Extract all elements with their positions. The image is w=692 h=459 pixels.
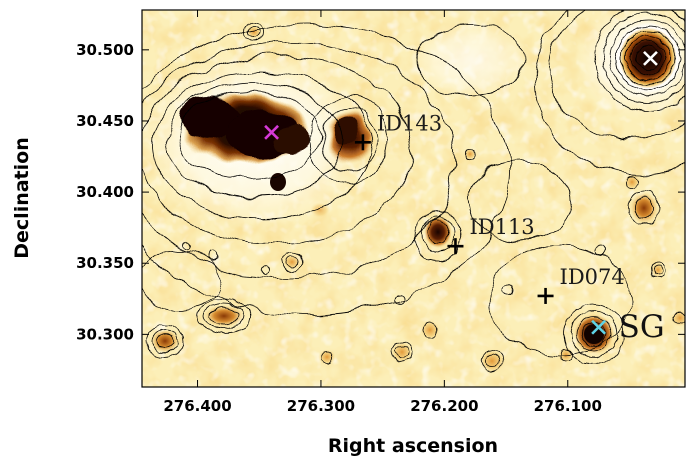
y-tick-2: 30.400	[76, 183, 685, 201]
source-label-id113: ID113	[469, 215, 534, 239]
x-tick-label: 276.300	[287, 397, 355, 415]
y-tick-3: 30.350	[76, 254, 685, 272]
x-tick-label: 276.200	[410, 397, 478, 415]
x-tick-3: 276.100	[534, 10, 602, 415]
source-label-id074: ID074	[560, 265, 625, 289]
y-tick-label: 30.350	[76, 254, 134, 272]
y-axis-title: Declination	[11, 137, 33, 258]
y-tick-label: 30.300	[76, 325, 134, 343]
y-tick-label: 30.500	[76, 41, 134, 59]
source-markers: ID143 ID113 ID074 SG	[264, 50, 665, 345]
x-marker-0	[264, 124, 279, 140]
plot-frame	[141, 9, 686, 388]
y-tick-label: 30.400	[76, 183, 134, 201]
y-tick-0: 30.500	[76, 41, 685, 59]
source-label-sg: SG	[619, 309, 665, 345]
y-tick-1: 30.450	[76, 112, 685, 130]
source-marker-sg	[591, 319, 607, 335]
source-label-id143: ID143	[377, 111, 442, 135]
x-tick-0: 276.400	[163, 10, 232, 415]
x-tick-2: 276.200	[410, 10, 479, 415]
y-tick-4: 30.300	[76, 325, 685, 343]
x-tick-label: 276.400	[163, 397, 231, 415]
source-marker-id074	[537, 287, 554, 304]
emission-map	[142, 10, 685, 387]
x-tick-1: 276.300	[287, 10, 355, 415]
source-marker-id143	[354, 134, 371, 151]
y-tick-label: 30.450	[76, 112, 134, 130]
x-tick-label: 276.100	[534, 397, 602, 415]
x-marker-1	[643, 50, 658, 66]
x-axis-title: Right ascension	[328, 435, 498, 457]
source-marker-id113	[447, 238, 464, 255]
axes: 276.400 276.300 276.200 276.100 30.500 30.450…	[76, 10, 685, 415]
contour-lines	[142, 10, 685, 356]
